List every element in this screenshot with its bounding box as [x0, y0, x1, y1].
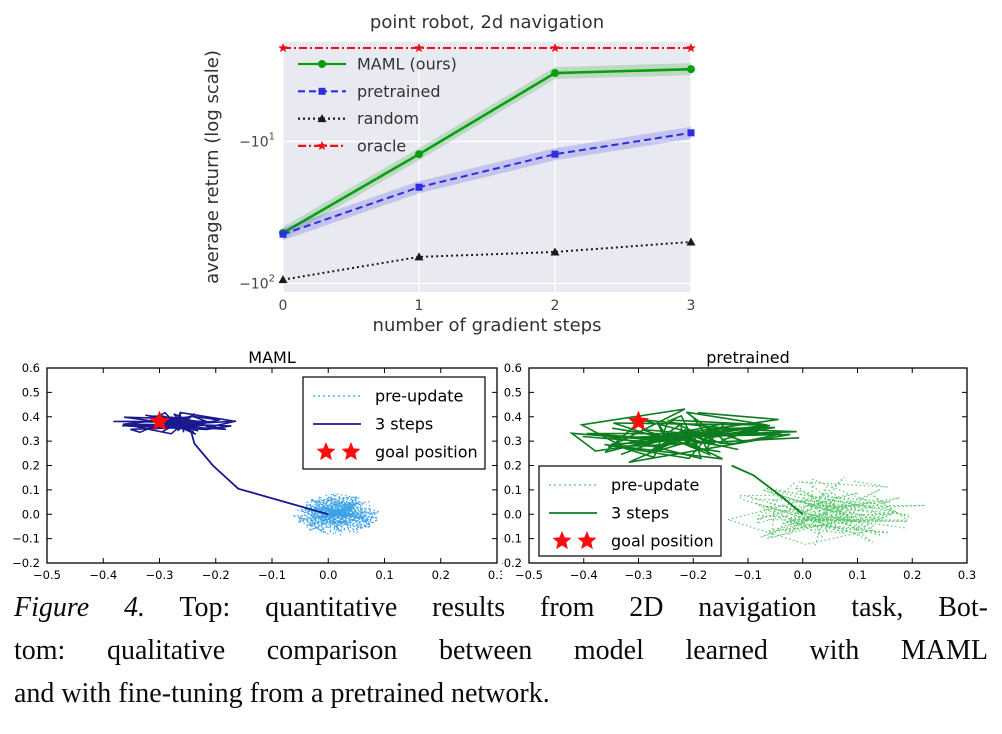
x-axis-label: number of gradient steps [373, 315, 602, 336]
post-update-tail [189, 428, 329, 516]
top-chart-title: point robot, 2d navigation [370, 12, 604, 33]
tick-marks [528, 367, 968, 564]
svg-text:−0.2: −0.2 [679, 568, 707, 582]
svg-text:0.6: 0.6 [504, 361, 522, 375]
legend: MAML (ours) pretrained random oracle [298, 55, 457, 155]
legend-label-pretrained: pretrained [357, 82, 440, 101]
caption-line-1: Figure 4. Top: quantitative results from… [14, 586, 988, 629]
svg-text:0.5: 0.5 [504, 385, 522, 399]
tick-labels: −0.5 −0.4 −0.3 −0.2 −0.1 0.0 0.1 0.2 0.3 −0.2 −0.1… [12, 361, 502, 582]
svg-text:−0.2: −0.2 [12, 556, 40, 570]
svg-text:0.6: 0.6 [22, 361, 40, 375]
trajectory-title: MAML [248, 350, 296, 367]
y-tick-label: −101 [239, 131, 275, 150]
pre-update-trajectories [293, 492, 380, 537]
pretrained-trajectory-svg: −0.5 −0.4 −0.3 −0.2 −0.1 0.0 0.1 0.2 0.3 −0.2 −0.1… [502, 350, 976, 582]
caption-line-3: and with fine-tuning from a pretrained n… [14, 678, 550, 709]
svg-text:0.3: 0.3 [958, 568, 976, 582]
svg-text:0.1: 0.1 [504, 483, 522, 497]
post-update-tail [731, 464, 804, 515]
caption-figure-label: Figure 4. [14, 592, 145, 623]
svg-text:0.0: 0.0 [504, 507, 522, 521]
svg-text:0.0: 0.0 [22, 507, 40, 521]
svg-text:0.0: 0.0 [319, 568, 337, 582]
series-pretrained [279, 126, 695, 241]
legend-label-random: random [357, 109, 419, 128]
y-tick-label: −102 [239, 273, 275, 292]
svg-text:−0.1: −0.1 [258, 568, 286, 582]
svg-text:0.3: 0.3 [22, 434, 40, 448]
svg-text:0.0: 0.0 [794, 568, 812, 582]
maml-trajectory-svg: −0.5 −0.4 −0.3 −0.2 −0.1 0.0 0.1 0.2 0.3 −0.2 −0.1… [12, 350, 502, 582]
x-tick-label: 2 [551, 298, 560, 314]
post-update-trajectories [569, 408, 804, 515]
series-oracle [278, 43, 696, 53]
legend-label-pre-update: pre-update [611, 476, 699, 495]
x-tick-label: 1 [415, 298, 424, 314]
svg-text:−0.4: −0.4 [89, 568, 117, 582]
goal-star [149, 410, 170, 431]
svg-text:0.3: 0.3 [504, 434, 522, 448]
svg-text:−0.5: −0.5 [515, 568, 543, 582]
series-random [278, 237, 696, 284]
svg-text:0.2: 0.2 [504, 459, 522, 473]
legend-label-goal-position: goal position [611, 532, 714, 551]
legend-label-oracle: oracle [357, 136, 406, 155]
svg-text:−0.5: −0.5 [33, 568, 61, 582]
legend-label-maml-ours: MAML (ours) [357, 55, 457, 74]
svg-text:−0.1: −0.1 [734, 568, 762, 582]
svg-text:−0.3: −0.3 [625, 568, 653, 582]
x-tick-label: 0 [279, 298, 288, 314]
svg-text:0.1: 0.1 [375, 568, 393, 582]
svg-text:0.4: 0.4 [504, 410, 522, 424]
legend-label-goal-position: goal position [375, 443, 478, 462]
svg-text:0.5: 0.5 [22, 385, 40, 399]
tick-marks [46, 367, 498, 564]
caption-line-2: tom: qualitative comparison between mode… [14, 635, 988, 666]
svg-text:−0.2: −0.2 [502, 556, 522, 570]
svg-text:0.4: 0.4 [22, 410, 40, 424]
legend-label-pre-update: pre-update [375, 387, 463, 406]
gridlines [282, 42, 692, 292]
legend: pre-update 3 steps goal position [538, 465, 722, 557]
top-chart-svg: point robot, 2d navigation number of grad… [202, 12, 696, 336]
goal-star [628, 410, 649, 431]
legend-label-3-steps: 3 steps [611, 504, 669, 523]
svg-text:0.2: 0.2 [22, 459, 40, 473]
figure-caption: Figure 4. Top: quantitative results from… [14, 586, 988, 715]
svg-text:0.1: 0.1 [848, 568, 866, 582]
svg-text:0.3: 0.3 [488, 568, 502, 582]
y-axis-label: average return (log scale) [202, 50, 223, 284]
svg-text:0.2: 0.2 [432, 568, 450, 582]
legend-label-3-steps: 3 steps [375, 415, 433, 434]
plot-area [278, 42, 696, 292]
svg-text:−0.2: −0.2 [202, 568, 230, 582]
pre-update-trajectories [725, 476, 926, 546]
x-tick-label: 3 [687, 298, 696, 314]
svg-text:−0.1: −0.1 [502, 532, 522, 546]
caption-line-1-text: Top: quantitative results from 2D naviga… [145, 592, 988, 623]
axis-labels: point robot, 2d navigation number of grad… [202, 12, 695, 336]
svg-text:−0.3: −0.3 [146, 568, 174, 582]
svg-text:0.1: 0.1 [22, 483, 40, 497]
tick-labels: −0.5 −0.4 −0.3 −0.2 −0.1 0.0 0.1 0.2 0.3 −0.2 −0.1… [502, 361, 976, 582]
svg-text:−0.4: −0.4 [570, 568, 598, 582]
legend: pre-update 3 steps goal position [302, 376, 486, 470]
svg-text:0.2: 0.2 [903, 568, 921, 582]
svg-text:−0.1: −0.1 [12, 532, 40, 546]
trajectory-title: pretrained [706, 350, 789, 367]
